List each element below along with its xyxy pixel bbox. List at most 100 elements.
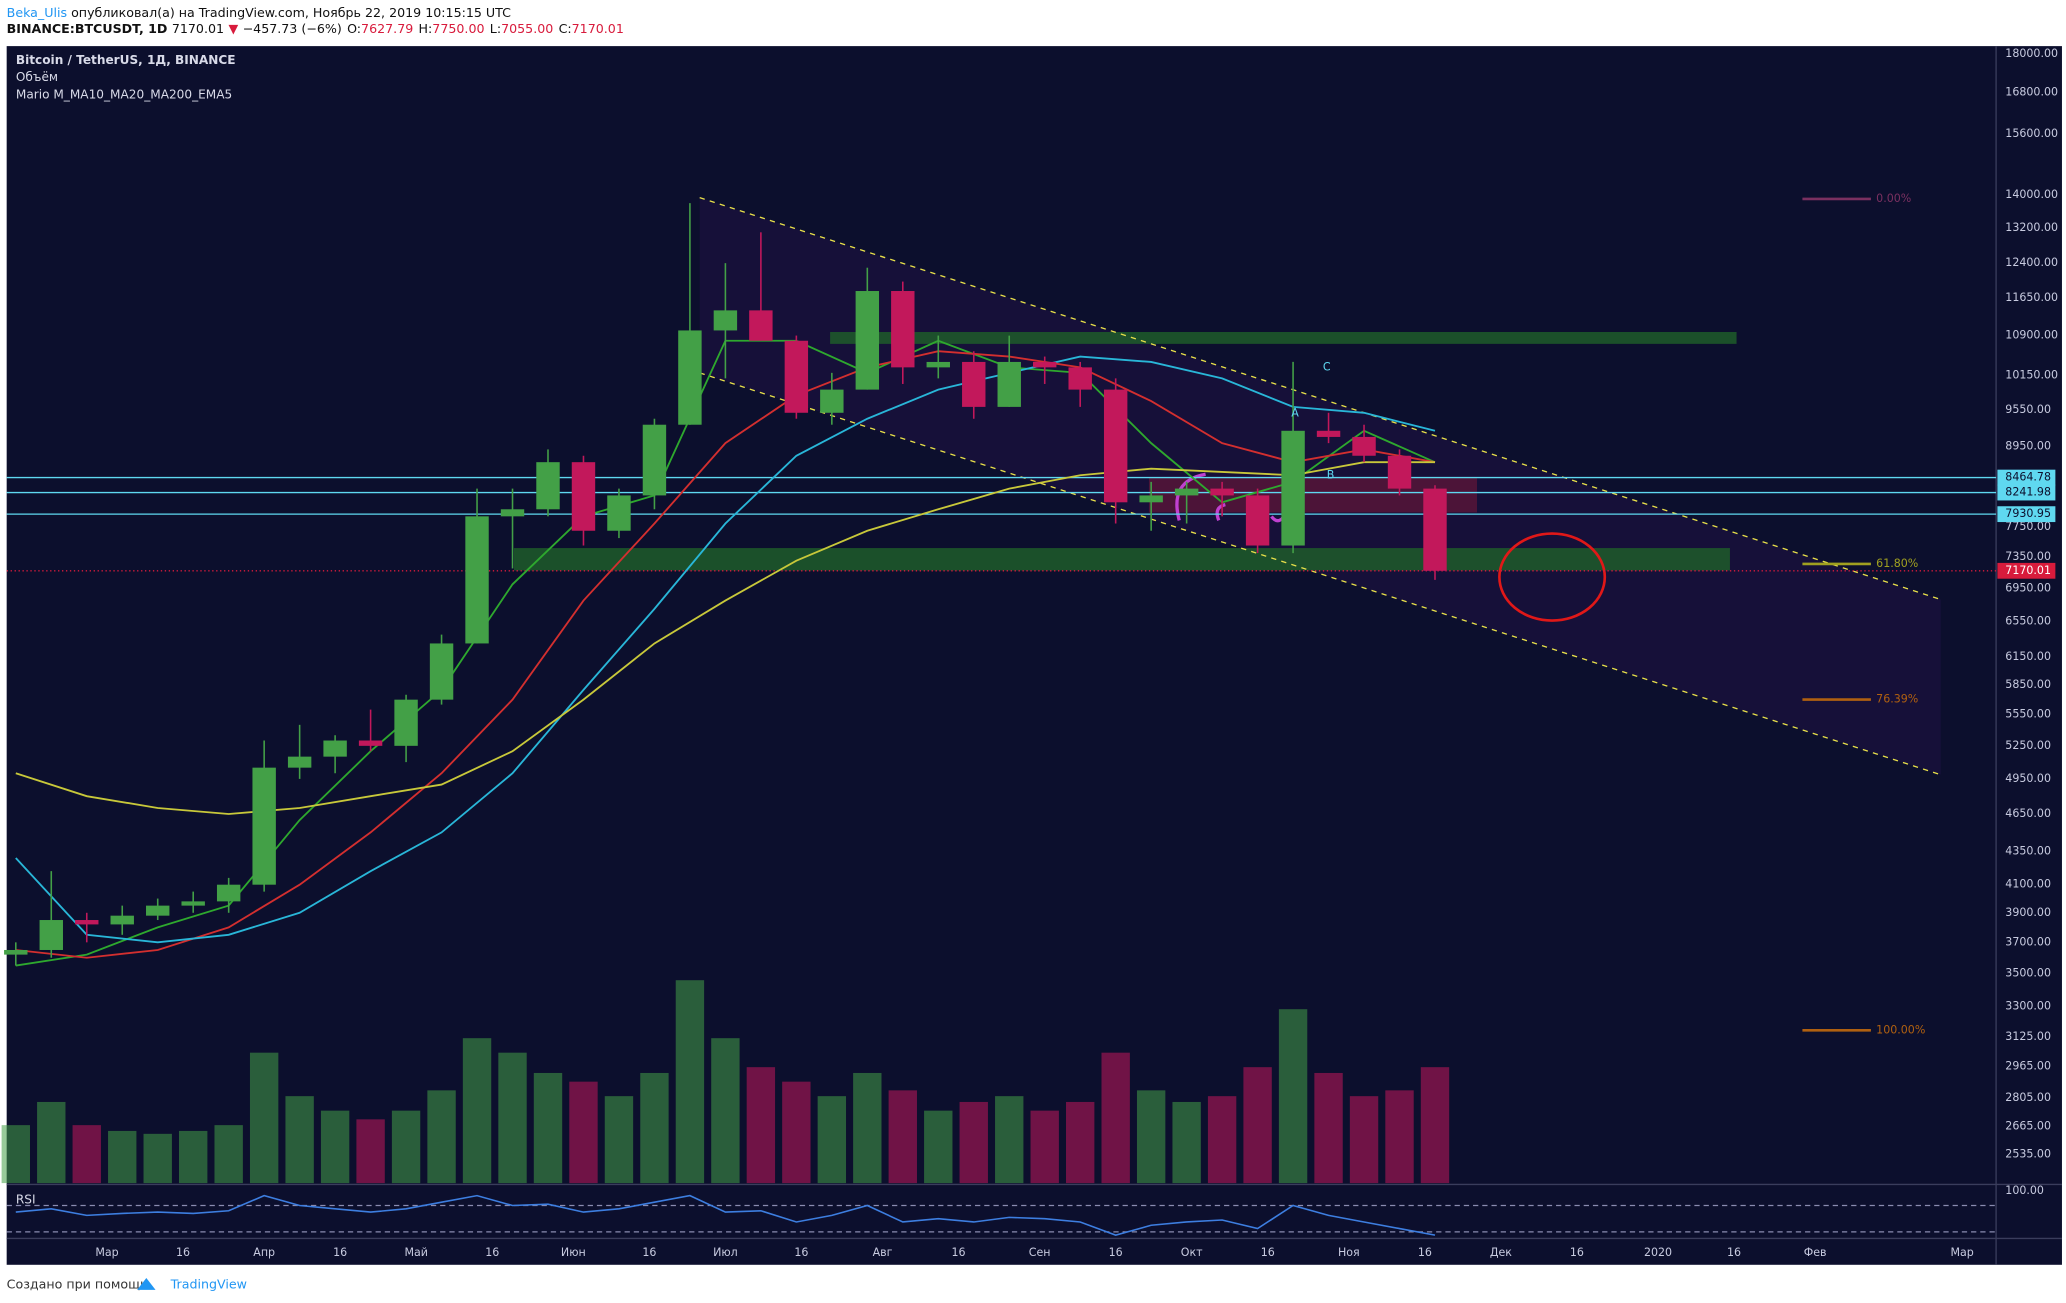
fib-label: 100.00% [1876, 1023, 1925, 1036]
y-tick-label: 10900.00 [2005, 329, 2058, 342]
y-tick-label: 7750.00 [2005, 520, 2051, 533]
y-tick-label: 14000.00 [2005, 188, 2058, 201]
volume-bar [924, 1110, 953, 1184]
y-tick-label: 6150.00 [2005, 650, 2051, 663]
ohlc-value: 7055.00 [501, 20, 553, 35]
candle-body [1245, 495, 1270, 546]
x-tick-label: 16 [333, 1246, 347, 1259]
x-tick-label: Ноя [1338, 1246, 1360, 1259]
y-tick-label: 8950.00 [2005, 439, 2051, 452]
candle-body [358, 740, 383, 746]
candle-body [1210, 488, 1234, 496]
x-tick-label: Авг [873, 1246, 893, 1259]
footer-brand[interactable]: TradingView [170, 1276, 247, 1291]
candle-body [465, 516, 489, 644]
y-tick-label: 3300.00 [2005, 1000, 2051, 1013]
candle-body [784, 340, 809, 413]
volume-bar [1420, 1067, 1450, 1184]
volume-bar [391, 1110, 421, 1184]
ohlc-value: 7750.00 [432, 20, 484, 35]
moving-average [15, 350, 1436, 959]
volume-bar [604, 1096, 634, 1184]
candle-body [4, 949, 28, 955]
y-tick-label: 3900.00 [2005, 906, 2051, 919]
brand-icon [137, 1277, 156, 1290]
x-tick-label: Май [404, 1246, 427, 1259]
volume-bar [249, 1052, 279, 1184]
candle-body [39, 920, 63, 950]
last-price-label: 7170.01 [2005, 564, 2051, 577]
level-label: 8464.78 [2005, 471, 2051, 484]
legend-item: Объём [16, 70, 58, 84]
candle-body [749, 310, 773, 341]
x-tick-label: 16 [952, 1246, 966, 1259]
y-tick-label: 7350.00 [2005, 550, 2051, 563]
legend-item: Mario M_MA10_MA20_MA200_EMA5 [16, 87, 232, 101]
last: 7170.01 [172, 20, 224, 35]
arrow: ▼ [228, 20, 238, 35]
candle-body [1281, 430, 1305, 546]
ohlc: O:7627.79 H:7750.00 L:7055.00 C:7170.01 [347, 20, 624, 35]
author[interactable]: Beka_Ulis [7, 5, 67, 20]
x-tick-label: 2020 [1644, 1246, 1672, 1259]
volume-bar [1101, 1052, 1130, 1184]
level-tag [1997, 469, 2056, 486]
footer-created: Создано при помощи [7, 1276, 149, 1291]
y-tick-label: 18000.00 [2005, 47, 2058, 60]
ohlc-key: H: [419, 20, 433, 35]
x-tick-label: Июн [561, 1246, 586, 1259]
rsi-label: RSI [16, 1193, 36, 1207]
candle-body [713, 310, 738, 331]
labels: 0.00% 61.80% 76.39% 100.00% A B C Bitcoi… [16, 53, 1925, 1036]
candle-body [323, 740, 347, 757]
y-tick-label: 15600.00 [2005, 127, 2058, 140]
volume-bar [782, 1081, 811, 1184]
x-tick-label: Дек [1490, 1246, 1512, 1259]
header-line-2: BINANCE:BTCUSDT, 1D 7170.01 ▼ −457.73 (−… [7, 20, 624, 35]
candle-body [146, 905, 170, 916]
y-tick-label: 10150.00 [2005, 369, 2058, 382]
x-tick-label: Фев [1804, 1246, 1827, 1259]
candle-body [678, 330, 702, 425]
ohlc-key: C: [559, 20, 572, 35]
candle-body [429, 643, 454, 700]
y-tick-label: 4100.00 [2005, 878, 2051, 891]
change: −457.73 (−6%) [243, 20, 342, 35]
volume-bar [1314, 1072, 1343, 1184]
y-tick-label: 2965.00 [2005, 1060, 2051, 1073]
y-tick-label: 9550.00 [2005, 403, 2051, 416]
y-tick-label: 6550.00 [2005, 615, 2051, 628]
volume-bar [214, 1125, 243, 1184]
volume-bar [1, 1125, 30, 1184]
level-tag [1997, 484, 2056, 501]
x-tick-label: Мар [1950, 1246, 1973, 1259]
volume-bar [959, 1101, 988, 1184]
volume-bar [427, 1090, 456, 1184]
y-tick-label: 2535.00 [2005, 1148, 2051, 1161]
chart-bg [6, 46, 1997, 1265]
volume-bar [1349, 1096, 1379, 1184]
y-tick-label: 2805.00 [2005, 1091, 2051, 1104]
legend-title: Bitcoin / TetherUS, 1Д, BINANCE [16, 53, 236, 67]
ohlc-key: O: [347, 20, 361, 35]
candle-body [571, 462, 596, 531]
x-tick-label: 16 [1261, 1246, 1275, 1259]
volume-bar [640, 1072, 669, 1184]
y-tick-label: 11650.00 [2005, 291, 2058, 304]
candle-body [1174, 488, 1199, 496]
marks: 18000.00 16800.00 15600.00 14000.00 13200.00… [1, 47, 2058, 1259]
volume-bar [533, 1072, 563, 1184]
ohlc-value: 7170.01 [572, 20, 624, 35]
candle-body [75, 920, 99, 925]
rsi-line [15, 1194, 1436, 1236]
ohlc-value: 7627.79 [361, 20, 413, 35]
y-tick-label: 5250.00 [2005, 739, 2051, 752]
y-tick-label: 5550.00 [2005, 708, 2051, 721]
volume-bar [285, 1096, 314, 1184]
rsi-tick-label: 100.00 [2005, 1184, 2044, 1197]
level-tag [1997, 506, 2056, 523]
candle-body [252, 767, 276, 885]
fib-label: 76.39% [1876, 693, 1918, 706]
wave-label: B [1327, 469, 1335, 482]
x-tick-label: Сен [1029, 1246, 1051, 1259]
